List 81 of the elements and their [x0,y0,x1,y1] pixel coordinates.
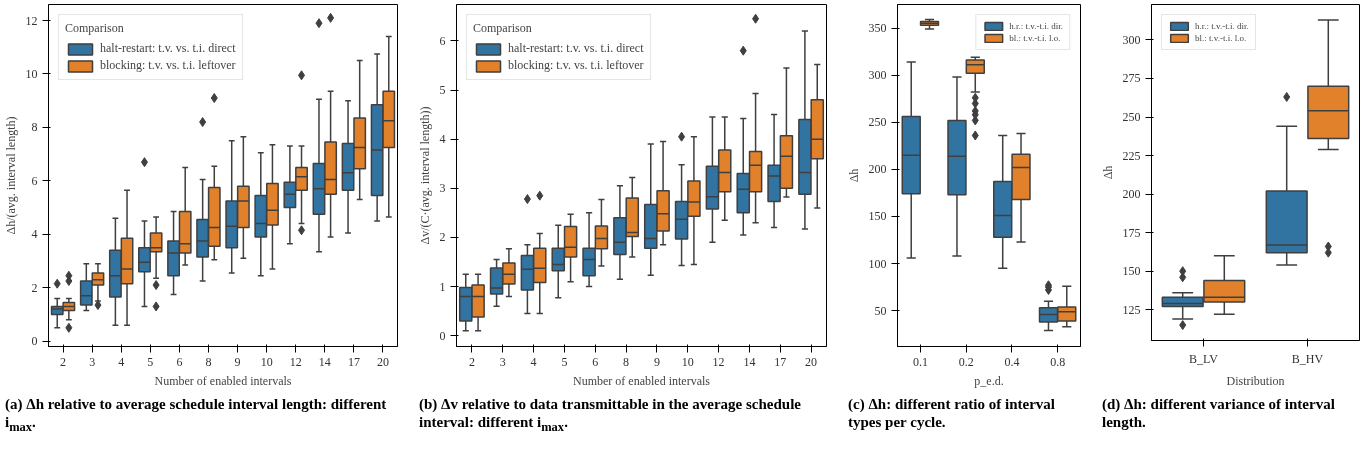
x-tick-label: 17 [347,354,360,369]
y-axis-title: Δh/(avg. interval length) [3,116,18,235]
y-tick-label: 150 [868,209,887,224]
y-tick-label: 6 [31,173,38,188]
y-axis-title: Δh [1100,165,1115,180]
x-tick-label: 20 [805,354,818,369]
legend-label: bl.: t.v.-t.i. l.o. [1195,33,1247,43]
x-tick-label: 6 [592,354,599,369]
y-axis-title: Δh [846,168,861,183]
text: (d) Δh: different variance of interval length. [1102,395,1336,431]
y-tick-label: 300 [1122,32,1141,47]
y-tick-label: 2 [439,230,446,245]
x-tick-label: 8 [623,354,630,369]
x-tick-label: 3 [89,354,96,369]
x-tick-label: 12 [712,354,725,369]
text: (b) Δv relative to data transmittable in the average schedule interval: different i$_{max}$. [419,395,802,435]
y-tick-label: 125 [1122,302,1141,317]
x-tick-label: 2 [60,354,67,369]
y-tick-label: 175 [1122,225,1141,240]
legend-label: bl.: t.v.-t.i. l.o. [1009,33,1061,43]
x-tick-label: 14 [743,354,756,369]
x-tick-label: 9 [234,354,241,369]
legend-label: h.r.: t.v.-t.i. dir. [1195,21,1249,31]
y-tick-label: 50 [874,303,887,318]
y-tick-label: 8 [31,120,38,135]
x-tick-label: 3 [499,354,506,369]
x-tick-label: 0.2 [958,354,974,369]
y-tick-label: 12 [25,13,38,28]
y-tick-label: 200 [1122,187,1141,202]
y-tick-label: 4 [439,132,446,147]
x-tick-label: 10 [681,354,694,369]
x-axis-title: Number of enabled intervals [154,373,292,388]
x-tick-label: 14 [318,354,331,369]
y-tick-label: 5 [439,83,446,97]
text: (a) Δh relative to average schedule interval length: different i$_{max}$. [5,395,388,435]
x-tick-label: 6 [176,354,183,369]
y-tick-label: 6 [439,33,446,48]
y-tick-label: 0 [31,334,38,349]
y-axis-title: Δv/(C·(avg. interval length)) [417,106,432,245]
x-tick-label: 9 [653,354,660,369]
x-tick-label: B_HV [1291,351,1324,366]
x-axis-title: p_e.d. [974,373,1004,388]
y-tick-label: 1 [439,279,446,294]
y-tick-label: 200 [868,162,887,177]
x-tick-label: B_LV [1189,351,1219,366]
y-tick-label: 350 [868,21,887,36]
legend-label: blocking: t.v. vs. t.i. leftover [508,58,644,73]
legend-label: h.r.: t.v.-t.i. dir. [1009,21,1063,31]
legend-label: blocking: t.v. vs. t.i. leftover [100,58,236,73]
x-axis-title: Distribution [1226,373,1285,388]
x-tick-label: 4 [530,354,537,369]
y-tick-label: 10 [25,66,38,81]
x-tick-label: 5 [147,354,154,369]
y-tick-label: 300 [868,68,887,83]
x-tick-label: 20 [376,354,389,369]
y-tick-label: 0 [439,328,446,343]
y-tick-label: 100 [868,256,887,271]
y-tick-label: 3 [439,181,446,196]
x-tick-label: 8 [205,354,212,369]
text: (c) Δh: different ratio of interval types per cycle. [848,395,1056,431]
y-tick-label: 275 [1122,71,1141,86]
x-tick-label: 0.4 [1004,354,1020,369]
legend-label: halt-restart: t.v. vs. t.i. direct [100,41,236,56]
y-tick-label: 250 [1122,110,1141,125]
legend-title: Comparison [65,21,125,36]
x-tick-label: 4 [118,354,125,369]
x-tick-label: 0.8 [1050,354,1066,369]
x-tick-label: 0.1 [912,354,928,369]
y-tick-label: 2 [31,280,38,295]
legend-title: Comparison [473,21,533,36]
y-tick-label: 150 [1122,264,1141,279]
legend-label: halt-restart: t.v. vs. t.i. direct [508,41,644,56]
x-tick-label: 10 [260,354,273,369]
x-tick-label: 2 [468,354,475,369]
y-tick-label: 250 [868,115,887,130]
x-tick-label: 17 [774,354,787,369]
x-axis-title: Number of enabled intervals [573,373,711,388]
y-tick-label: 225 [1122,148,1141,163]
x-tick-label: 5 [561,354,568,369]
x-tick-label: 12 [289,354,302,369]
y-tick-label: 4 [31,227,38,242]
